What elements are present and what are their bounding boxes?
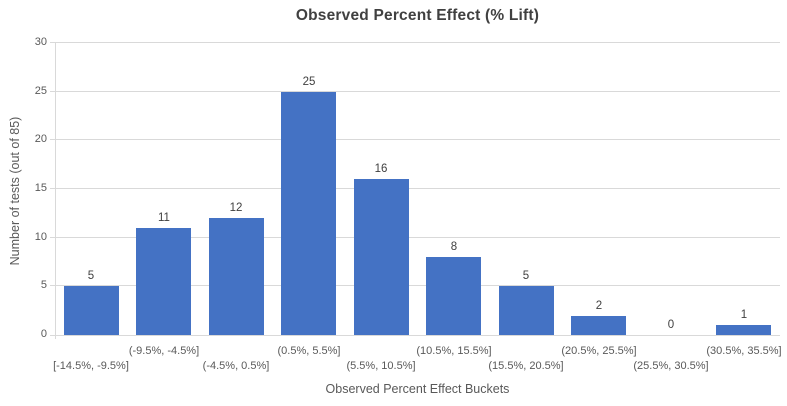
y-tick-label: 5: [40, 279, 47, 292]
bar: [136, 228, 191, 335]
bar-value-label: 0: [667, 319, 675, 331]
bar: [716, 325, 771, 335]
gridline: [55, 42, 780, 43]
x-tick-label: (-4.5%, 0.5%]: [202, 360, 270, 372]
gridline: [55, 90, 780, 92]
y-tick-label: 30: [34, 36, 47, 48]
gridline: [55, 236, 780, 238]
bar-value-label: 8: [450, 241, 458, 253]
x-tick-label: [-14.5%, -9.5%]: [53, 360, 129, 372]
y-tick-label: 10: [34, 230, 47, 243]
x-axis-line: [55, 335, 780, 336]
y-tick-label: 20: [34, 133, 47, 146]
bar-value-label: 16: [374, 163, 388, 175]
y-tick-mark: [50, 236, 55, 238]
y-tick-mark: [50, 188, 55, 189]
bar-value-label: 11: [158, 212, 170, 224]
bar-value-label: 2: [595, 300, 603, 312]
x-axis-title: Observed Percent Effect Buckets: [325, 382, 510, 396]
bar: [571, 316, 626, 335]
y-tick-mark: [50, 90, 55, 92]
bar-value-label: 5: [87, 270, 95, 282]
y-axis-line: [55, 43, 56, 339]
plot-area: 5 11 12 25 16 8 5 2 0 1: [55, 42, 780, 336]
y-tick-label: 15: [34, 182, 47, 194]
gridline: [55, 188, 780, 189]
y-tick-mark: [50, 139, 55, 141]
y-tick-mark: [50, 42, 55, 43]
bar: [426, 257, 481, 335]
bar-value-label: 12: [229, 202, 243, 214]
bar: [64, 286, 119, 335]
bar: [209, 218, 264, 335]
bar-value-label: 1: [740, 309, 748, 321]
bar: [354, 179, 409, 335]
y-tick-label: 25: [34, 84, 47, 97]
bar-value-label: 5: [522, 270, 530, 282]
x-tick-label: (-9.5%, -4.5%]: [128, 345, 200, 357]
x-tick-label: (30.5%, 35.5%]: [706, 345, 782, 357]
y-tick-label: 0: [40, 328, 47, 340]
bar: [281, 92, 336, 335]
gridline: [55, 285, 780, 287]
bar-value-label: 25: [302, 76, 316, 88]
x-tick-label: (25.5%, 30.5%]: [633, 360, 709, 372]
gridline: [55, 139, 780, 141]
y-tick-mark: [50, 285, 55, 287]
x-tick-label: (5.5%, 10.5%]: [346, 360, 416, 372]
x-tick-label: (15.5%, 20.5%]: [488, 360, 564, 372]
chart-title: Observed Percent Effect (% Lift): [295, 7, 540, 24]
bar: [499, 286, 554, 335]
x-tick-label: (0.5%, 5.5%]: [277, 345, 341, 357]
y-tick-mark: [50, 335, 55, 336]
x-tick-label: (20.5%, 25.5%]: [561, 345, 637, 357]
x-tick-label: (10.5%, 15.5%]: [416, 345, 492, 357]
